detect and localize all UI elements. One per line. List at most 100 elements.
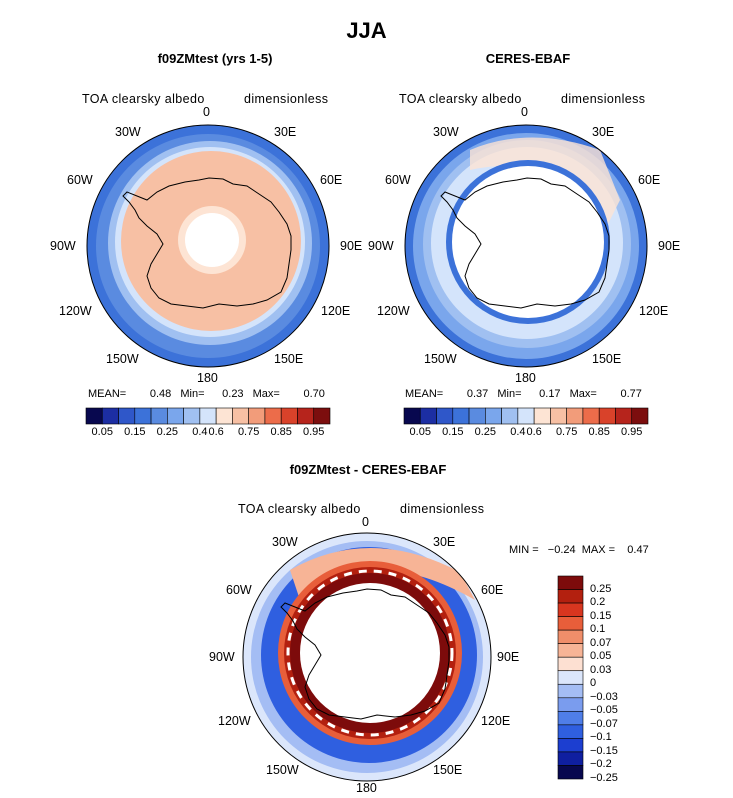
lon-label-90w: 90W [368,239,394,253]
lon-label-150e: 150E [274,352,304,366]
panel-1-min-value: 0.23 [222,388,244,400]
colorbar-tick-label: 0.85 [270,426,292,438]
panel-1-colorbar-swatch [167,407,184,425]
panel-1-colorbar-swatch [248,407,266,425]
panel-2-min-label: Min= [497,388,522,400]
lon-label-150e: 150E [592,352,622,366]
panel-1-map-border [86,124,330,368]
lon-label-0: 0 [521,105,528,119]
lon-label-90e: 90E [658,239,681,253]
colorbar-tick-label: 0.95 [621,426,643,438]
diff-colorbar-swatch [557,616,584,631]
diff-colorbar-swatch [557,711,584,726]
panel-1-colorbar-swatch [85,407,103,425]
colorbar-tick-label: 0.05 [590,650,612,663]
panel-2-colorbar-swatch [501,407,519,425]
panel-1-units: dimensionless [244,92,329,106]
diff-colorbar-swatch [557,738,584,753]
panel-2-colorbar-swatch [403,407,421,425]
panel-2-stats: MEAN= 0.37 Min= 0.17 Max= 0.77 [405,388,642,400]
colorbar-tick-label: 0.25 [474,426,497,438]
colorbar-tick-label: −0.25 [590,772,618,784]
panel-2-mean-value: 0.37 [466,388,489,400]
lon-label-180: 180 [356,781,377,795]
panel-1-map [87,125,329,367]
panel-1-stats: MEAN= 0.48 Min= 0.23 Max= 0.70 [88,388,325,400]
colorbar-tick-label: 0 [590,677,597,690]
colorbar-tick-label: −0.03 [590,690,618,703]
lon-label-0: 0 [203,105,210,119]
lon-label-180: 180 [197,371,218,385]
panel-1-max-value: 0.70 [303,388,325,400]
lon-label-60w: 60W [226,583,252,597]
panel-1-colorbar-swatch [264,407,282,425]
panel-2-min-value: 0.17 [539,388,561,400]
panel-2-colorbar-swatch [436,407,454,425]
lon-label-150w: 150W [266,763,299,777]
colorbar-tick-label: 0.1 [590,623,606,636]
panel-1-colorbar-swatch [118,407,136,425]
lon-label-120e: 120E [481,714,511,728]
panel-2-colorbar-swatch [615,407,633,425]
panel-2-colorbar-swatch [419,407,437,425]
colorbar-tick-label: 0.85 [588,426,610,438]
panel-1-colorbar-swatch [101,407,119,425]
panel-2-title: CERES-EBAF [485,51,571,66]
colorbar-tick-label: 0.25 [156,426,179,438]
diff-panel-units: dimensionless [400,502,485,516]
panel-2-map [405,125,647,367]
panel-2-colorbar-swatch [468,407,486,425]
colorbar-tick-label: 0.75 [237,426,260,438]
diff-colorbar-swatch [557,724,584,739]
diff-panel-title: f09ZMtest - CERES-EBAF [289,462,447,477]
lon-label-30e: 30E [274,125,297,139]
lon-label-120e: 120E [321,304,351,318]
panel-2-units: dimensionless [561,92,646,106]
diff-colorbar-swatch [557,683,584,699]
panel-2-colorbar-swatch [631,407,649,425]
diff-map-border [242,532,492,782]
colorbar-tick-label: 0.75 [555,426,578,438]
panel-2-colorbar-swatch [517,407,535,425]
panel-1-colorbar [85,407,331,425]
lon-label-180: 180 [515,371,536,385]
colorbar-tick-label: −0.2 [590,758,612,771]
panel-1-variable: TOA clearsky albedo [82,92,205,106]
lon-label-30e: 30E [433,535,456,549]
panel-2-colorbar-swatch [550,407,567,425]
lon-label-60w: 60W [67,173,93,187]
lon-label-90e: 90E [340,239,363,253]
diff-colorbar-swatch [557,656,584,672]
panel-2-colorbar-swatch [598,407,616,425]
figure-title: JJA [346,18,387,43]
panel-1-colorbar-swatch [215,407,233,425]
diff-colorbar-swatch [557,643,584,658]
diff-colorbar-swatch [557,765,584,780]
colorbar-tick-label: 0.6 [526,426,542,438]
panel-2-colorbar-swatch [566,407,584,425]
panel-2-colorbar-swatch [582,407,600,425]
colorbar-tick-label: −0.15 [590,744,618,757]
lon-label-120w: 120W [377,304,410,318]
diff-colorbar [557,575,584,780]
panel-1-colorbar-swatch [232,407,249,425]
panel-2-map-border [404,124,648,368]
lon-label-60w: 60W [385,173,411,187]
colorbar-tick-label: 0.15 [124,426,146,438]
colorbar-tick-label: 0.05 [409,426,431,438]
panel-1-colorbar-swatch [134,407,152,425]
lon-label-60e: 60E [320,173,343,187]
colorbar-tick-label: −0.1 [590,731,612,744]
diff-map [243,533,491,781]
lon-label-30e: 30E [592,125,615,139]
lon-label-150e: 150E [433,763,463,777]
panel-1-colorbar-swatch [199,407,217,425]
panel-1-colorbar-swatch [297,407,315,425]
colorbar-tick-label: 0.2 [590,596,606,609]
panel-1-colorbar-swatch [313,407,331,425]
lon-label-30w: 30W [115,125,141,139]
lon-label-30w: 30W [433,125,459,139]
panel-2-mean-label: MEAN= [405,388,444,400]
panel-1-mean-value: 0.48 [149,388,172,400]
panel-2-colorbar [403,407,649,425]
